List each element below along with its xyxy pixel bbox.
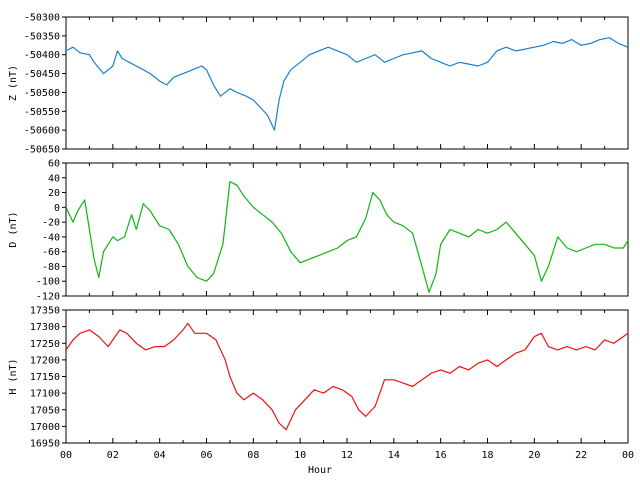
y-tick-label: 20 — [48, 188, 60, 199]
y-tick-label: 17300 — [30, 322, 60, 333]
y-tick-label: 17250 — [30, 339, 60, 350]
y-tick-label: -50450 — [24, 69, 60, 80]
x-tick-label: 08 — [247, 450, 259, 461]
y-tick-label: -50300 — [24, 13, 60, 24]
y-tick-label: -50550 — [24, 107, 60, 118]
y-tick-label: 0 — [54, 203, 60, 214]
x-tick-label: 12 — [341, 450, 353, 461]
y-tick-label: -50650 — [24, 145, 60, 156]
y-tick-label: 17350 — [30, 306, 60, 317]
x-tick-label: 20 — [528, 450, 540, 461]
y-tick-label: -40 — [42, 232, 60, 243]
panel-2: 60 40 20 0 -20 -40 -60 -80 -100 -120 D (nT) — [8, 159, 629, 303]
y-tick-label: -120 — [36, 292, 60, 303]
y-axis-label: Z (nT) — [8, 65, 19, 101]
series-line — [65, 322, 629, 431]
plot-frame — [65, 309, 629, 444]
panel-3: 17350 17300 17250 17200 17150 17100 17050 17000… — [8, 306, 629, 450]
y-tick-label: -50400 — [24, 50, 60, 61]
y-axis-label: D (nT) — [8, 211, 19, 247]
y-tick-label: -50500 — [24, 88, 60, 99]
x-tick-label: 16 — [435, 450, 447, 461]
y-axis-label: H (nT) — [8, 358, 19, 394]
x-tick-label: 04 — [154, 450, 166, 461]
x-tick-label: 22 — [575, 450, 587, 461]
y-tick-label: 17200 — [30, 355, 60, 366]
x-tick-label: 18 — [481, 450, 493, 461]
x-tick-label: 06 — [200, 450, 212, 461]
y-tick-label: 17100 — [30, 389, 60, 400]
y-tick-label: 40 — [48, 173, 60, 184]
series-line — [65, 180, 629, 293]
y-tick-label: -50600 — [24, 126, 60, 137]
x-tick-label: 10 — [294, 450, 306, 461]
y-tick-label: -20 — [42, 218, 60, 229]
plot-frame — [65, 16, 629, 150]
x-tick-label: 14 — [388, 450, 400, 461]
x-axis-label: Hour — [308, 465, 332, 476]
x-tick-label: 02 — [107, 450, 119, 461]
y-tick-label: -60 — [42, 247, 60, 258]
y-tick-label: 17150 — [30, 372, 60, 383]
y-tick-label: 60 — [48, 159, 60, 170]
series-line — [65, 37, 629, 131]
panel-1: -50300 -50350 -50400 -50450 -50500 -50550 -506… — [8, 13, 629, 156]
y-tick-label: 17000 — [30, 422, 60, 433]
x-tick-label: 00 — [622, 450, 634, 461]
y-tick-label: 16950 — [30, 439, 60, 450]
y-tick-label: -100 — [36, 277, 60, 288]
y-tick-label: 17050 — [30, 405, 60, 416]
y-tick-label: -80 — [42, 262, 60, 273]
y-tick-label: -50350 — [24, 31, 60, 42]
x-tick-label: 00 — [60, 450, 72, 461]
